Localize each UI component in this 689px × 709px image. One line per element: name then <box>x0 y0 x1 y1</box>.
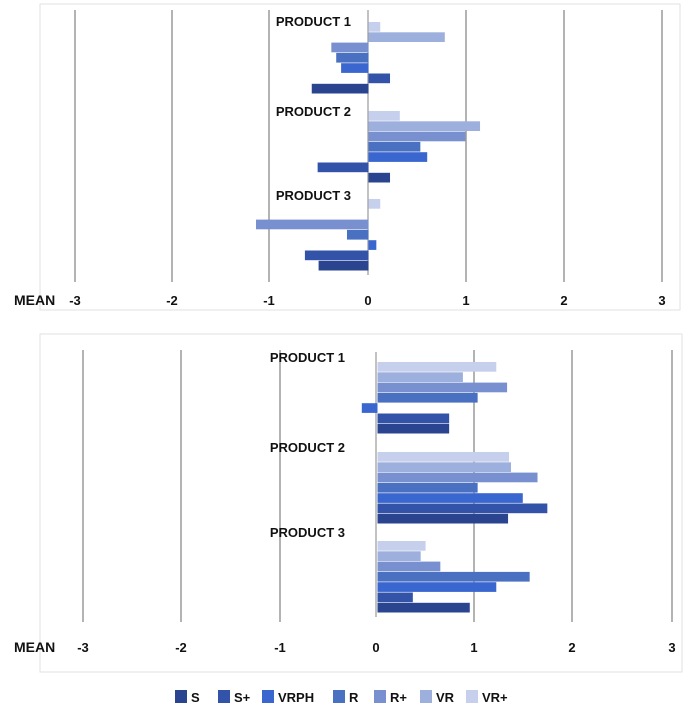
chart-bottom: PRODUCT 1 PRODUCT 2 PRODUCT 3 -3 -2 -1 0 1 2 3 MEA… <box>14 333 683 673</box>
bar-s-plus-product-2 <box>377 503 548 514</box>
bar-r-plus-product-1 <box>331 42 369 53</box>
bar-r-product-2 <box>377 482 478 493</box>
axis-title: MEAN <box>14 639 55 655</box>
legend-label: VR+ <box>482 690 508 705</box>
legend-label: VR <box>436 690 455 705</box>
tick-label: 1 <box>470 640 477 655</box>
bar-vr-plus-product-3 <box>377 541 426 551</box>
legend-swatch <box>262 690 274 703</box>
bar-vr-plus-product-1 <box>368 22 381 32</box>
bar-s-plus-product-1 <box>368 73 391 84</box>
bar-s-plus-product-2 <box>317 162 369 173</box>
legend: S S+ VRPH R R+ VR VR+ <box>175 690 508 705</box>
tick-label: 1 <box>462 293 469 308</box>
group-label: PRODUCT 1 <box>276 14 351 29</box>
tick-label: 0 <box>372 640 379 655</box>
bar-s-product-2 <box>368 172 391 183</box>
bar-s-product-2 <box>377 513 509 524</box>
chart-top: PRODUCT 1 PRODUCT 2 PRODUCT 3 -3 -2 -1 0 1 2 3 MEA… <box>14 3 681 311</box>
bar-s-product-3 <box>318 260 369 271</box>
legend-swatch <box>466 690 478 703</box>
bar-r-product-1 <box>377 392 478 403</box>
legend-swatch <box>374 690 386 703</box>
tick-label: 3 <box>658 293 665 308</box>
bar-s-plus-product-3 <box>377 592 413 603</box>
legend-label: R+ <box>390 690 407 705</box>
bar-r-plus-product-3 <box>377 561 441 572</box>
bar-vrph-product-2 <box>377 493 523 503</box>
plot-frame <box>39 333 683 673</box>
tick-label: -3 <box>77 640 89 655</box>
bar-vr-product-2 <box>377 462 512 472</box>
bar-vrph-product-1 <box>341 63 369 73</box>
legend-swatch <box>175 690 187 703</box>
tick-label: -1 <box>274 640 286 655</box>
bar-vr-product-3 <box>377 551 421 561</box>
bar-vr-plus-product-1 <box>377 362 497 372</box>
bar-r-product-3 <box>346 229 369 240</box>
bar-s-product-1 <box>377 423 450 434</box>
legend-swatch <box>218 690 230 703</box>
bar-r-product-2 <box>368 141 421 152</box>
bar-vrph-product-3 <box>377 582 497 592</box>
group-label: PRODUCT 3 <box>270 525 345 540</box>
tick-label: 2 <box>560 293 567 308</box>
bar-r-plus-product-2 <box>368 131 466 142</box>
bar-s-product-1 <box>311 83 369 94</box>
tick-label: -3 <box>69 293 81 308</box>
tick-label: -2 <box>175 640 187 655</box>
legend-label: VRPH <box>278 690 314 705</box>
plot-frame <box>39 3 681 311</box>
legend-swatch <box>333 690 345 703</box>
bar-s-plus-product-3 <box>304 250 369 261</box>
bar-vr-product-1 <box>368 32 445 42</box>
group-label: PRODUCT 2 <box>276 104 351 119</box>
bar-vrph-product-2 <box>368 152 428 162</box>
tick-label: -2 <box>166 293 178 308</box>
bar-vr-product-2 <box>368 121 481 131</box>
bar-r-product-1 <box>336 52 369 63</box>
bar-s-product-3 <box>377 602 470 613</box>
axis-title: MEAN <box>14 292 55 308</box>
bar-vr-plus-product-2 <box>377 452 510 462</box>
legend-label: R <box>349 690 359 705</box>
bar-vr-plus-product-2 <box>368 111 400 121</box>
group-label: PRODUCT 3 <box>276 188 351 203</box>
group-label: PRODUCT 1 <box>270 350 345 365</box>
bar-vrph-product-1 <box>361 403 378 413</box>
group-label: PRODUCT 2 <box>270 440 345 455</box>
bar-r-plus-product-2 <box>377 472 538 483</box>
bar-r-product-3 <box>377 571 530 582</box>
bar-r-plus-product-3 <box>255 219 369 230</box>
bar-vr-plus-product-3 <box>368 199 381 209</box>
tick-label: 0 <box>364 293 371 308</box>
legend-swatch <box>420 690 432 703</box>
bar-s-plus-product-1 <box>377 413 450 424</box>
legend-label: S <box>191 690 200 705</box>
bar-vrph-product-3 <box>368 240 377 250</box>
tick-label: 3 <box>668 640 675 655</box>
tick-label: -1 <box>263 293 275 308</box>
bar-vr-product-1 <box>377 372 463 382</box>
legend-label: S+ <box>234 690 251 705</box>
bar-r-plus-product-1 <box>377 382 508 393</box>
tick-label: 2 <box>568 640 575 655</box>
